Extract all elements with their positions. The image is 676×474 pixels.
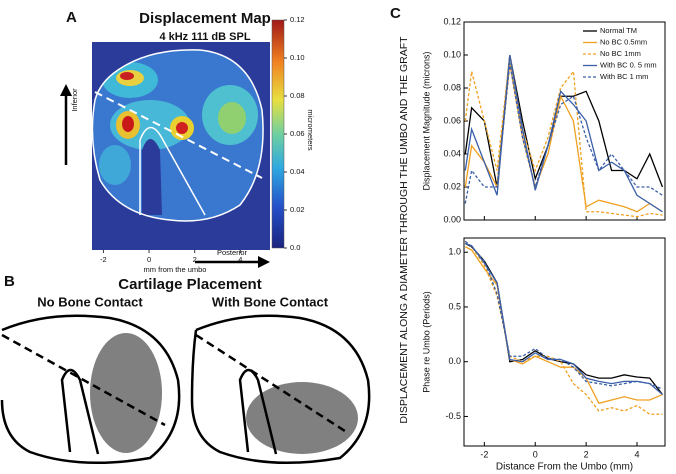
y-tick-label: 0.06 bbox=[443, 115, 461, 125]
y-tick-label: 0.00 bbox=[443, 214, 461, 224]
x-tick-label: 0 bbox=[147, 255, 151, 264]
series-line bbox=[465, 242, 663, 396]
x-tick-label: -2 bbox=[480, 449, 488, 459]
series-line bbox=[464, 242, 663, 395]
x-axis-label: Distance From the Umbo (mm) bbox=[496, 462, 633, 473]
y-tick-label: 0.0 bbox=[448, 356, 461, 366]
y-tick-label: -0.5 bbox=[445, 411, 461, 421]
colorbar-tick-label: 0.02 bbox=[290, 205, 305, 214]
panel-title: Cartilage Placement bbox=[118, 276, 261, 293]
y-tick-label: 0.10 bbox=[443, 49, 461, 59]
x-tick-label: -2 bbox=[100, 255, 107, 264]
x-tick-label: 2 bbox=[584, 449, 589, 459]
panel-label: C bbox=[390, 5, 401, 22]
diagram-caption: No Bone Contact bbox=[37, 294, 143, 309]
x-tick-label: 2 bbox=[193, 255, 197, 264]
y-tick-label: 0.5 bbox=[448, 301, 461, 311]
arrow-head bbox=[60, 84, 72, 96]
charts: 0.000.020.040.060.080.100.12Displacement… bbox=[421, 16, 666, 473]
legend-label: No BC 1mm bbox=[600, 49, 641, 58]
panel-subtitle: 4 kHz 111 dB SPL bbox=[159, 31, 250, 43]
heatmap bbox=[91, 42, 270, 250]
x-tick-label: 4 bbox=[238, 255, 242, 264]
colorbar-label: micrometers bbox=[306, 109, 315, 151]
legend-label: Normal TM bbox=[600, 26, 637, 35]
diagram bbox=[0, 314, 371, 465]
map-axis: 0.0 0.02 0.04 0.06 0.08 0.10 0.12 -2 0 2 4 mm from … bbox=[100, 15, 305, 274]
series-line bbox=[464, 63, 663, 213]
y-tick-label: 1.0 bbox=[448, 247, 461, 257]
x-tick-label: 4 bbox=[635, 449, 640, 459]
colorbar-tick-label: 0.0 bbox=[290, 243, 300, 252]
x-axis-label: mm from the umbo bbox=[144, 265, 207, 274]
colorbar-tick-label: 0.04 bbox=[290, 167, 305, 176]
series-line bbox=[464, 246, 663, 405]
shared-y-label: DISPLACEMENT ALONG A DIAMETER THROUGH TH… bbox=[398, 36, 410, 424]
series-line bbox=[464, 54, 663, 218]
colorbar-tick-label: 0.08 bbox=[290, 91, 305, 100]
series-line bbox=[464, 240, 663, 390]
colorbar-tick-label: 0.06 bbox=[290, 129, 305, 138]
arrow-label: Inferior bbox=[70, 88, 79, 112]
panel-title: Displacement Map bbox=[139, 10, 271, 27]
y-axis-label: Displacement Magnitude (microns) bbox=[421, 51, 431, 190]
y-tick-label: 0.08 bbox=[443, 82, 461, 92]
colorbar-tick-label: 0.12 bbox=[290, 15, 305, 24]
arrow-label: Posterior bbox=[217, 248, 248, 257]
colorbar bbox=[271, 19, 285, 249]
arrow-head bbox=[258, 256, 270, 268]
y-tick-label: 0.02 bbox=[443, 181, 461, 191]
panel-label: A bbox=[66, 9, 77, 26]
legend-label: With BC 1 mm bbox=[600, 72, 648, 81]
series-line bbox=[464, 63, 663, 204]
x-tick-label: 0 bbox=[533, 449, 538, 459]
series-line bbox=[464, 54, 663, 213]
legend-label: With BC 0. 5 mm bbox=[600, 60, 657, 69]
legend-label: No BC 0.5mm bbox=[600, 37, 647, 46]
series-line bbox=[464, 240, 663, 415]
colorbar-tick-label: 0.10 bbox=[290, 53, 305, 62]
y-axis-label: Phase re Umbo (Periods) bbox=[421, 291, 431, 393]
diagram-caption: With Bone Contact bbox=[212, 294, 329, 309]
plot-frame bbox=[463, 237, 666, 447]
panel-label: B bbox=[4, 273, 15, 290]
y-tick-label: 0.04 bbox=[443, 148, 461, 158]
y-tick-label: 0.12 bbox=[443, 16, 461, 26]
